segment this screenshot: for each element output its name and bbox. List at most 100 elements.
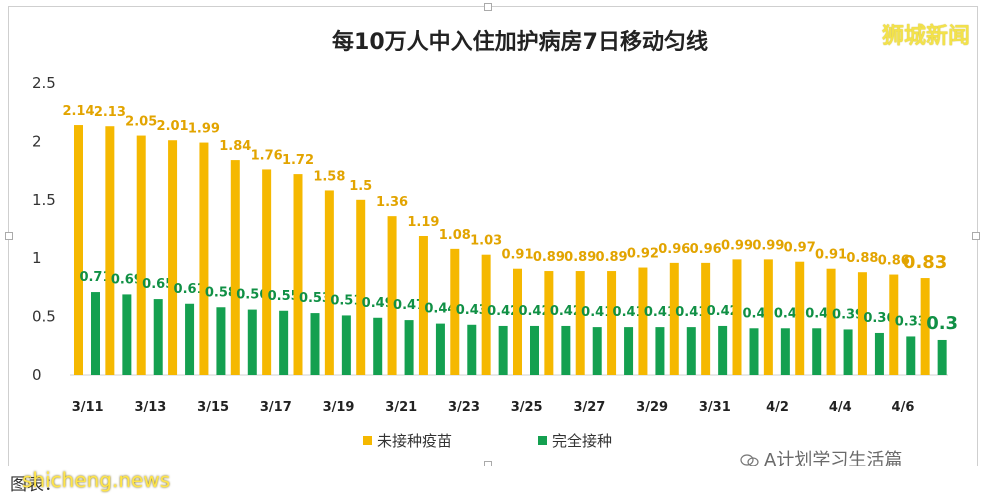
bar-unvaccinated	[857, 272, 867, 375]
data-label-vaccinated: 0.3	[926, 313, 958, 334]
bar-unvaccinated	[324, 190, 334, 375]
x-tick-label: 3/25	[511, 400, 543, 415]
bar-unvaccinated	[763, 259, 773, 375]
bar-vaccinated	[718, 325, 728, 375]
data-label-vaccinated: 0.41	[644, 305, 676, 320]
resize-handle-left[interactable]	[5, 232, 13, 240]
bar-unvaccinated	[168, 140, 178, 375]
data-label-unvaccinated: 0.97	[784, 241, 816, 256]
y-axis: 00.511.522.5	[32, 74, 948, 384]
data-label-unvaccinated: 0.88	[846, 251, 878, 266]
bar-unvaccinated	[826, 268, 836, 375]
data-label-vaccinated: 0.56	[236, 288, 268, 303]
bar-vaccinated	[655, 327, 665, 375]
y-tick-label: 1.5	[32, 191, 56, 209]
data-label-unvaccinated: 1.72	[282, 153, 314, 168]
data-label-vaccinated: 0.39	[832, 307, 864, 322]
bar-vaccinated	[435, 323, 445, 375]
legend-swatch	[538, 436, 547, 445]
legend-swatch	[363, 436, 372, 445]
y-tick-label: 2	[32, 132, 42, 150]
bar-unvaccinated	[701, 262, 711, 375]
data-label-vaccinated: 0.53	[299, 291, 331, 306]
data-label-vaccinated: 0.44	[424, 302, 456, 317]
data-label-unvaccinated: 0.91	[501, 248, 533, 263]
data-label-vaccinated: 0.36	[863, 311, 895, 326]
y-tick-label: 2.5	[32, 74, 56, 92]
resize-handle-top[interactable]	[484, 3, 492, 11]
bar-unvaccinated	[418, 236, 428, 375]
data-label-vaccinated: 0.47	[393, 298, 425, 313]
data-label-unvaccinated: 1.99	[188, 122, 220, 137]
x-tick-label: 3/21	[385, 400, 417, 415]
x-tick-label: 3/17	[260, 400, 292, 415]
bar-unvaccinated	[356, 199, 366, 375]
bar-vaccinated	[624, 327, 634, 375]
bar-unvaccinated	[669, 262, 679, 375]
wechat-account-name: A计划学习生活篇	[764, 450, 903, 471]
data-label-unvaccinated: 2.13	[94, 105, 126, 120]
source-label: 图表：	[10, 475, 61, 495]
bar-unvaccinated	[889, 274, 899, 375]
bar-vaccinated	[185, 303, 195, 375]
bar-unvaccinated	[544, 271, 554, 375]
bar-unvaccinated	[638, 267, 648, 375]
bar-vaccinated	[592, 327, 602, 375]
data-label-vaccinated: 0.43	[456, 303, 488, 318]
bar-vaccinated	[843, 329, 853, 375]
bars: 2.14 0.71 2.13 0.69 2.05 0.65 2.01 0.61 1.99 0.58…	[62, 104, 958, 375]
bar-vaccinated	[686, 327, 696, 375]
bar-unvaccinated	[607, 271, 617, 375]
watermark: shicheng.news	[22, 468, 171, 492]
y-tick-label: 1	[32, 249, 42, 267]
bar-unvaccinated	[105, 126, 115, 375]
data-label-unvaccinated: 2.05	[125, 115, 157, 130]
footer	[0, 466, 984, 501]
bar-vaccinated	[91, 292, 100, 375]
chart-title: 每10万人中入住加护病房7日移动匀线	[332, 30, 708, 55]
x-tick-label: 3/15	[197, 400, 229, 415]
bar-vaccinated	[906, 336, 916, 375]
data-label-unvaccinated: 0.83	[903, 252, 947, 273]
x-tick-label: 3/11	[72, 400, 104, 415]
data-label-vaccinated: 0.58	[205, 285, 237, 300]
data-label-vaccinated: 0.42	[550, 304, 582, 319]
bar-unvaccinated	[450, 248, 460, 375]
x-tick-label: 3/19	[323, 400, 355, 415]
data-label-unvaccinated: 0.89	[596, 250, 628, 265]
data-label-unvaccinated: 2.14	[62, 104, 94, 119]
data-label-unvaccinated: 0.89	[533, 250, 565, 265]
data-label-vaccinated: 0.41	[675, 305, 707, 320]
bar-vaccinated	[310, 313, 320, 375]
bar-vaccinated	[561, 325, 571, 375]
x-tick-label: 4/2	[766, 400, 789, 415]
data-label-unvaccinated: 0.96	[658, 242, 690, 257]
data-label-unvaccinated: 1.5	[349, 179, 372, 194]
data-label-unvaccinated: 0.86	[878, 254, 910, 269]
data-label-vaccinated: 0.71	[79, 270, 111, 285]
bar-vaccinated	[373, 317, 383, 375]
x-tick-label: 4/4	[829, 400, 852, 415]
x-tick-label: 3/29	[636, 400, 668, 415]
bar-vaccinated	[153, 299, 163, 375]
bar-unvaccinated	[481, 254, 491, 375]
data-label-unvaccinated: 1.84	[219, 139, 251, 154]
data-label-unvaccinated: 0.92	[627, 247, 659, 262]
data-label-vaccinated: 0.41	[613, 305, 645, 320]
data-label-vaccinated: 0.49	[362, 296, 394, 311]
legend-label: 未接种疫苗	[377, 432, 452, 450]
bar-unvaccinated	[732, 259, 742, 375]
data-label-vaccinated: 0.65	[142, 277, 174, 292]
bar-vaccinated	[216, 307, 226, 375]
bar-unvaccinated	[262, 169, 272, 375]
x-tick-label: 3/27	[573, 400, 605, 415]
bar-vaccinated	[780, 328, 790, 375]
data-label-unvaccinated: 1.08	[439, 228, 471, 243]
resize-handle-right[interactable]	[972, 232, 980, 240]
data-label-vaccinated: 0.4	[774, 306, 797, 321]
bar-vaccinated	[467, 324, 477, 375]
bar-unvaccinated	[387, 216, 397, 375]
bar-vaccinated	[937, 339, 947, 375]
